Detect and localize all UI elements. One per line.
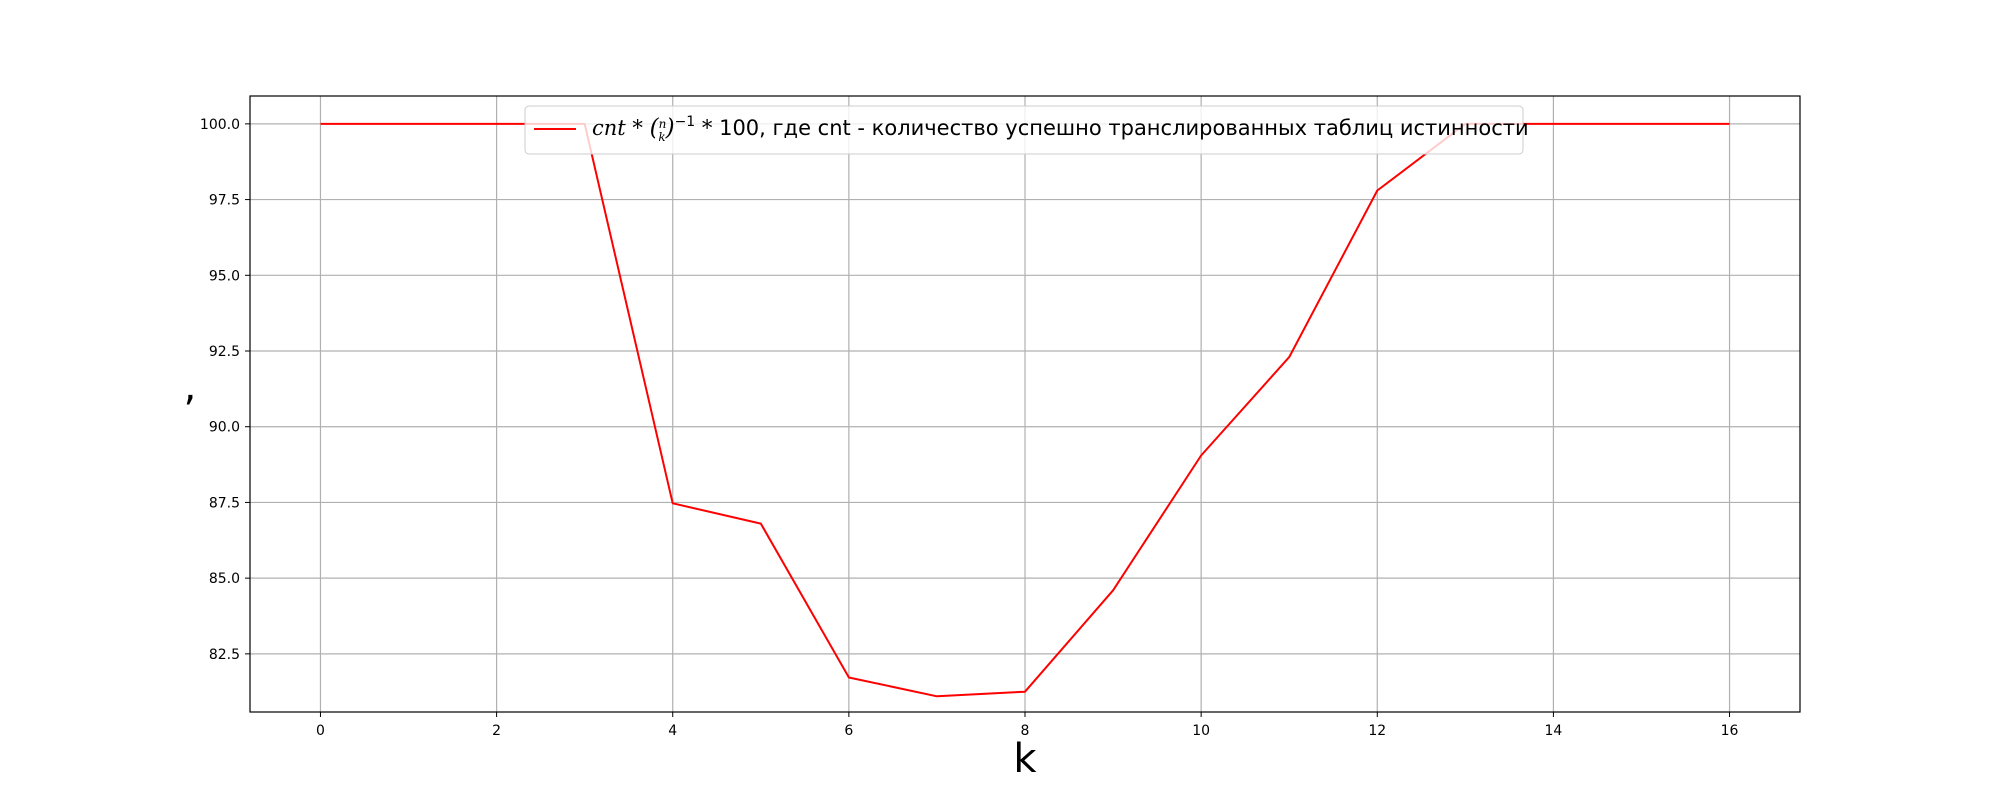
x-tick-label: 14 (1544, 723, 1562, 739)
data-point (1377, 190, 1378, 191)
y-tick-label: 92.5 (209, 344, 240, 360)
data-point (936, 696, 937, 697)
data-point (760, 523, 761, 524)
data-point (1025, 691, 1026, 692)
x-tick-label: 6 (844, 723, 853, 739)
x-tick-label: 16 (1721, 723, 1739, 739)
y-tick-label: 87.5 (209, 495, 240, 511)
data-point (320, 123, 321, 124)
legend-box (524, 105, 1524, 155)
y-tick-label: 95.0 (209, 268, 240, 284)
legend-text: 100, где cnt - количество успешно трансл… (719, 116, 1529, 140)
legend-math-binom-n: n (659, 117, 667, 131)
data-point (1289, 357, 1290, 358)
data-point (408, 123, 409, 124)
legend-math-times: * (626, 116, 650, 140)
legend-math-cnt: cnt (592, 116, 626, 140)
data-point (1729, 123, 1730, 124)
x-tick-label: 12 (1368, 723, 1386, 739)
x-tick-label: 4 (668, 723, 677, 739)
y-tick-label: 82.5 (209, 647, 240, 663)
y-tick-label: 97.5 (209, 193, 240, 209)
legend-math-close-paren: ) (665, 115, 675, 141)
legend-math-exponent: −1 (675, 114, 696, 130)
y-axis: 82.5 85.0 87.5 90.0 92.5 95.0 97.5 100.0 (200, 117, 250, 663)
grid-lines (250, 96, 1800, 712)
x-tick-label: 8 (1021, 723, 1030, 739)
x-tick-label: 10 (1192, 723, 1210, 739)
data-point (1553, 123, 1554, 124)
x-axis: 0 2 4 6 8 10 12 14 16 (316, 712, 1739, 739)
legend: cnt * (n k)−1 * 100, где cnt - количество… (524, 105, 1529, 155)
y-tick-label: 90.0 (209, 420, 240, 436)
y-axis-label: , (184, 364, 197, 410)
data-point (1201, 455, 1202, 456)
legend-math-times-2: * (695, 116, 719, 140)
legend-math-open-paren: ( (650, 115, 660, 141)
x-tick-label: 2 (492, 723, 501, 739)
data-point (848, 677, 849, 678)
x-axis-label: k (1013, 736, 1037, 782)
legend-label: cnt * (n k)−1 * 100, где cnt - количество… (592, 114, 1529, 144)
x-tick-label: 0 (316, 723, 325, 739)
data-point (1113, 590, 1114, 591)
data-point (1641, 123, 1642, 124)
y-tick-label: 100.0 (200, 117, 240, 133)
y-tick-label: 85.0 (209, 571, 240, 587)
data-point (672, 503, 673, 504)
data-point (496, 123, 497, 124)
legend-math-binom-k: k (658, 130, 665, 144)
